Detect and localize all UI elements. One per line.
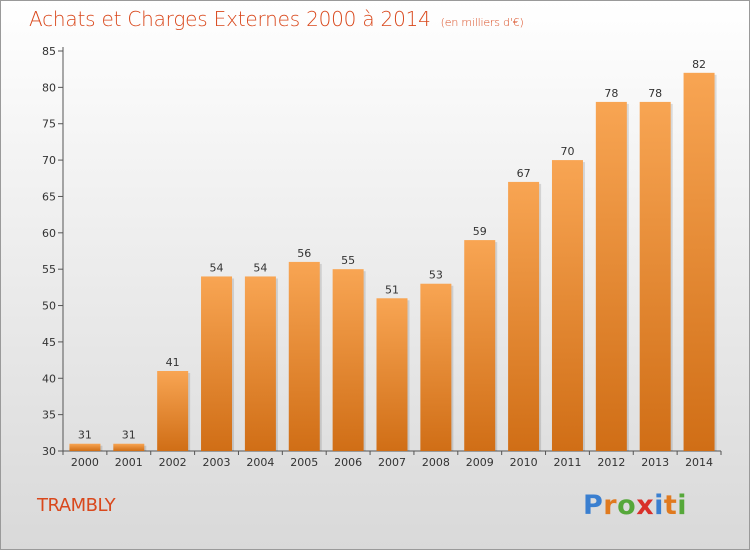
x-tick-label: 2014: [685, 456, 713, 469]
logo-letter: t: [663, 490, 678, 521]
bar-2000: [69, 443, 101, 451]
bar-2008: [420, 283, 452, 451]
bar-2009: [464, 240, 496, 451]
x-tick-label: 2002: [159, 456, 187, 469]
data-label-2004: 54: [253, 261, 267, 274]
x-tick-label: 2001: [115, 456, 143, 469]
data-label-2009: 59: [473, 225, 487, 238]
logo-letter: r: [603, 490, 618, 521]
bar-2013: [639, 101, 671, 451]
y-tick-label: 60: [42, 227, 56, 240]
data-label-2011: 70: [560, 145, 574, 158]
bar-2001: [113, 443, 145, 451]
chart-title-text: Achats et Charges Externes 2000 à 2014: [29, 7, 431, 31]
y-tick-label: 70: [42, 154, 56, 167]
logo-letter: o: [617, 490, 637, 521]
bar-2007: [376, 298, 408, 451]
logo-letter: i: [654, 490, 664, 521]
data-label-2013: 78: [648, 87, 662, 100]
data-label-2003: 54: [210, 261, 224, 274]
logo-letter: x: [636, 490, 655, 521]
x-tick-label: 2008: [422, 456, 450, 469]
y-tick-label: 40: [42, 372, 56, 385]
logo-letter: i: [677, 490, 688, 521]
x-tick-label: 2009: [466, 456, 494, 469]
chart-title: Achats et Charges Externes 2000 à 2014 (e…: [29, 7, 524, 31]
bar-2014: [683, 72, 715, 452]
bar-2004: [244, 276, 276, 451]
x-tick-label: 2004: [246, 456, 274, 469]
bar-2003: [201, 276, 233, 451]
y-tick-label: 35: [42, 409, 56, 422]
y-tick-label: 45: [42, 336, 56, 349]
city-name: TRAMBLY: [37, 495, 116, 516]
bar-2005: [288, 261, 320, 451]
bar-2011: [551, 160, 583, 451]
x-tick-label: 2007: [378, 456, 406, 469]
y-tick-label: 65: [42, 190, 56, 203]
bar-2012: [595, 101, 627, 451]
logo-letter: P: [583, 490, 604, 521]
y-tick-label: 75: [42, 118, 56, 131]
data-label-2014: 82: [692, 58, 706, 71]
chart-subtitle: (en milliers d'€): [440, 16, 524, 29]
y-tick-label: 80: [42, 81, 56, 94]
y-tick-label: 30: [42, 445, 56, 458]
y-tick-label: 55: [42, 263, 56, 276]
x-tick-label: 2006: [334, 456, 362, 469]
x-tick-label: 2011: [553, 456, 581, 469]
data-label-2000: 31: [78, 429, 92, 442]
bar-2010: [508, 181, 540, 451]
y-tick-label: 50: [42, 300, 56, 313]
data-label-2008: 53: [429, 269, 443, 282]
x-tick-label: 2012: [597, 456, 625, 469]
x-tick-label: 2003: [203, 456, 231, 469]
x-tick-label: 2005: [290, 456, 318, 469]
data-label-2012: 78: [604, 87, 618, 100]
x-tick-label: 2000: [71, 456, 99, 469]
y-tick-label: 85: [42, 45, 56, 58]
bar-2006: [332, 269, 364, 451]
bar-2002: [157, 371, 189, 451]
data-label-2002: 41: [166, 356, 180, 369]
proxiti-logo: Proxiti: [583, 490, 687, 521]
data-label-2010: 67: [517, 167, 531, 180]
x-tick-label: 2010: [510, 456, 538, 469]
data-label-2001: 31: [122, 429, 136, 442]
data-label-2005: 56: [297, 247, 311, 260]
x-tick-label: 2013: [641, 456, 669, 469]
data-label-2007: 51: [385, 283, 399, 296]
data-label-2006: 55: [341, 254, 355, 267]
